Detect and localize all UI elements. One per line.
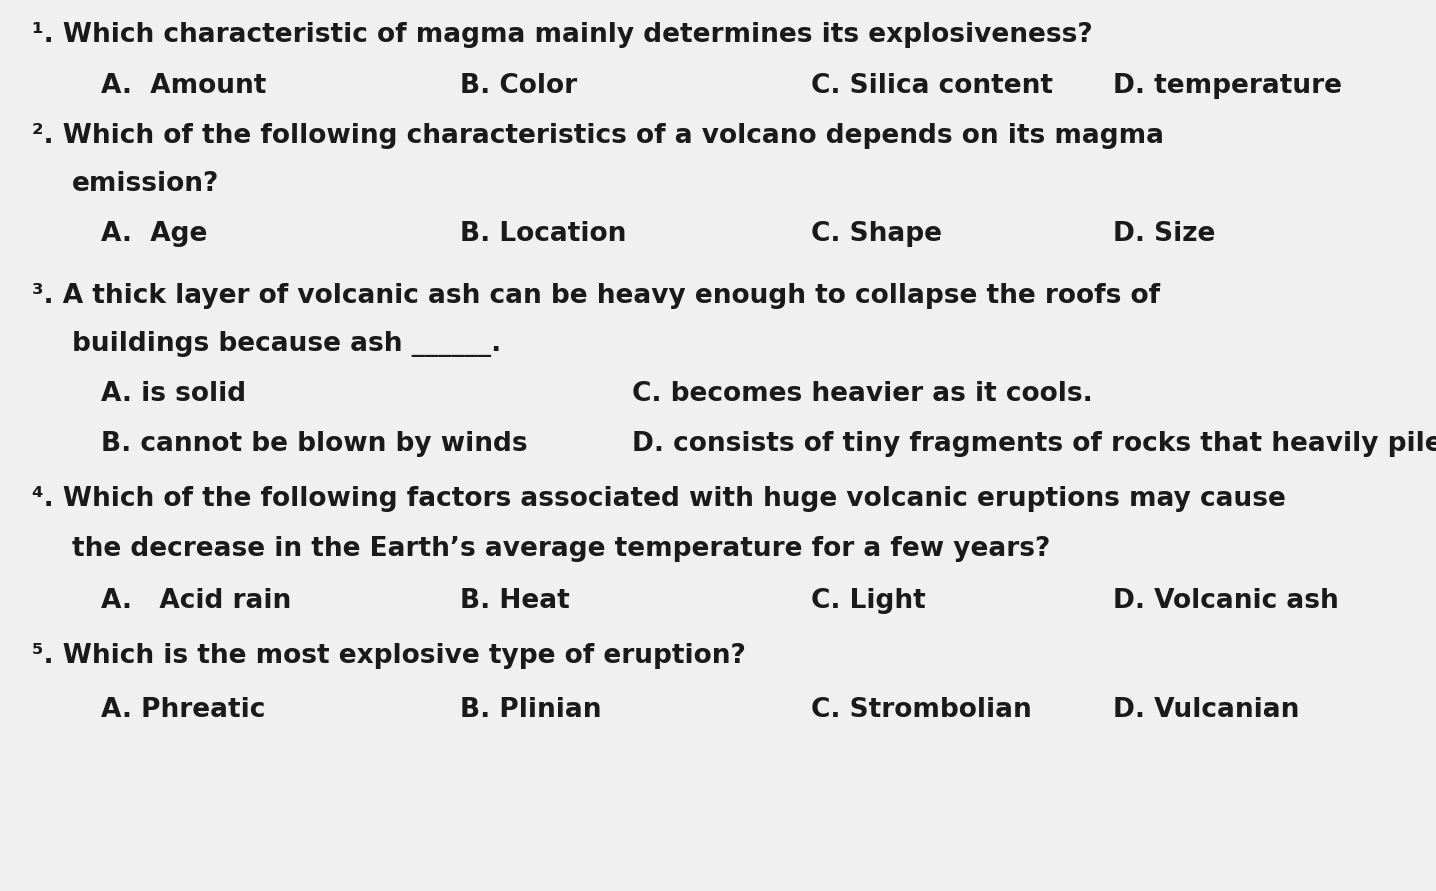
Text: D. Size: D. Size	[1113, 221, 1215, 247]
Text: D. consists of tiny fragments of rocks that heavily piles up.: D. consists of tiny fragments of rocks t…	[632, 431, 1436, 457]
Text: D. temperature: D. temperature	[1113, 73, 1341, 99]
Text: buildings because ash ______.: buildings because ash ______.	[72, 331, 501, 357]
Text: A. Phreatic: A. Phreatic	[101, 697, 264, 723]
Text: A.   Acid rain: A. Acid rain	[101, 588, 290, 614]
Text: B. Heat: B. Heat	[460, 588, 569, 614]
Text: B. cannot be blown by winds: B. cannot be blown by winds	[101, 431, 527, 457]
Text: B. Color: B. Color	[460, 73, 577, 99]
Text: C. Strombolian: C. Strombolian	[811, 697, 1032, 723]
Text: C. Light: C. Light	[811, 588, 926, 614]
Text: ². Which of the following characteristics of a volcano depends on its magma: ². Which of the following characteristic…	[32, 123, 1163, 149]
Text: ⁴. Which of the following factors associated with huge volcanic eruptions may ca: ⁴. Which of the following factors associ…	[32, 486, 1285, 512]
Text: C. Silica content: C. Silica content	[811, 73, 1054, 99]
Text: ³. A thick layer of volcanic ash can be heavy enough to collapse the roofs of: ³. A thick layer of volcanic ash can be …	[32, 283, 1160, 309]
Text: emission?: emission?	[72, 171, 220, 197]
Text: the decrease in the Earth’s average temperature for a few years?: the decrease in the Earth’s average temp…	[72, 536, 1050, 562]
Text: A. is solid: A. is solid	[101, 381, 246, 407]
Text: C. Shape: C. Shape	[811, 221, 942, 247]
Text: ¹. Which characteristic of magma mainly determines its explosiveness?: ¹. Which characteristic of magma mainly …	[32, 22, 1093, 48]
Text: B. Plinian: B. Plinian	[460, 697, 602, 723]
Text: B. Location: B. Location	[460, 221, 626, 247]
Text: D. Volcanic ash: D. Volcanic ash	[1113, 588, 1338, 614]
Text: A.  Age: A. Age	[101, 221, 207, 247]
Text: C. becomes heavier as it cools.: C. becomes heavier as it cools.	[632, 381, 1093, 407]
Text: ⁵. Which is the most explosive type of eruption?: ⁵. Which is the most explosive type of e…	[32, 643, 745, 669]
Text: D. Vulcanian: D. Vulcanian	[1113, 697, 1300, 723]
Text: A.  Amount: A. Amount	[101, 73, 266, 99]
